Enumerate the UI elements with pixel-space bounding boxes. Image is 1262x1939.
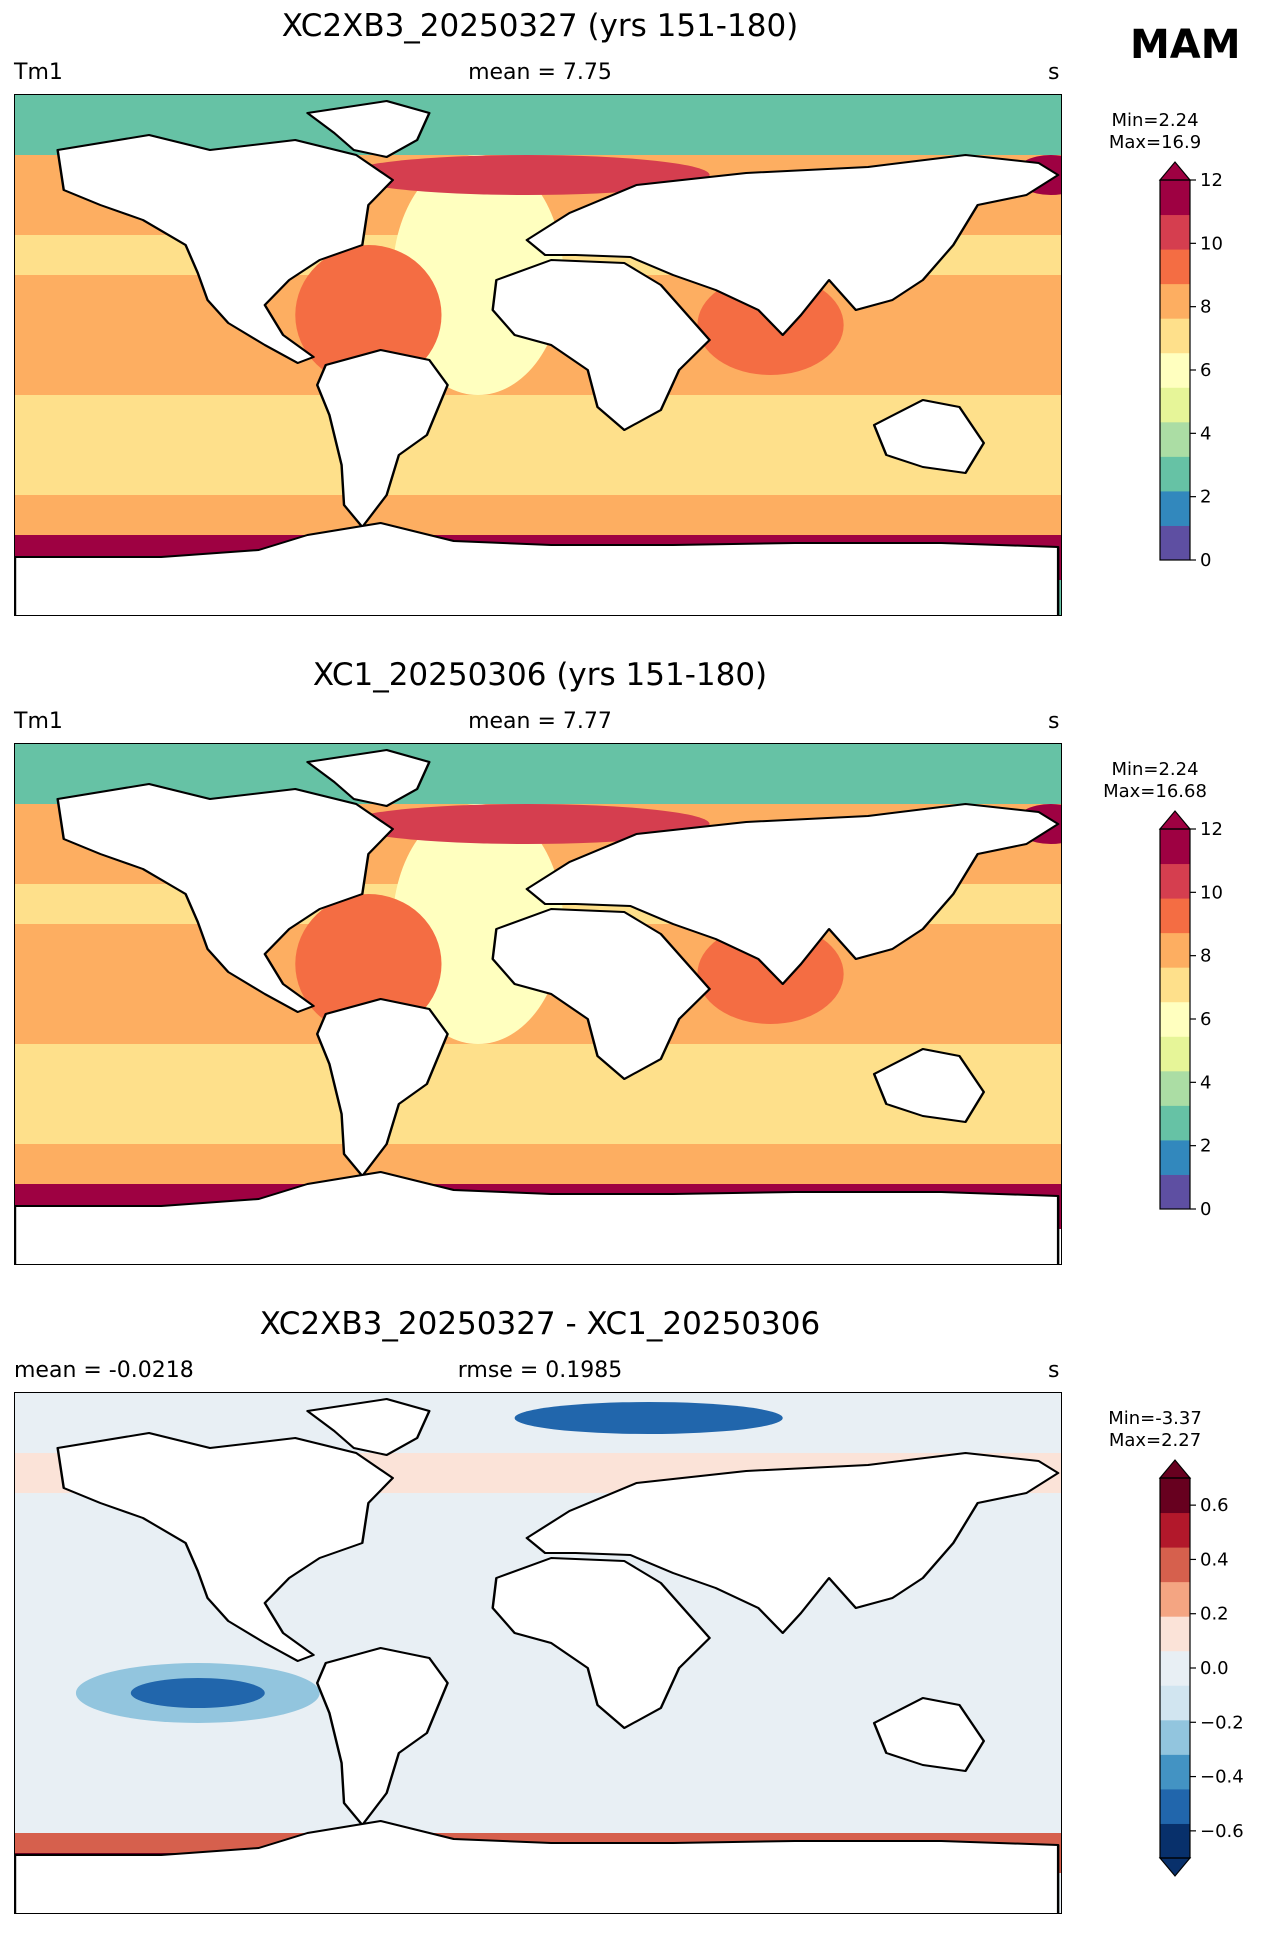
min-max-box: Min=2.24 Max=16.9 bbox=[1085, 110, 1225, 154]
colorbar-segment bbox=[1160, 1512, 1190, 1548]
colorbar-segment bbox=[1160, 1754, 1190, 1790]
colorbar-segment bbox=[1160, 863, 1190, 899]
world-map bbox=[14, 1392, 1062, 1914]
colorbar-segment bbox=[1160, 1139, 1190, 1175]
colorbar-extend-max bbox=[1158, 161, 1192, 181]
colorbar-segment bbox=[1160, 1547, 1190, 1583]
min-value: Min=-3.37 bbox=[1108, 1408, 1202, 1429]
colorbar-tick-label: 4 bbox=[1200, 1072, 1211, 1093]
colorbar-segment bbox=[1160, 525, 1190, 561]
mean-label: mean = 7.77 bbox=[468, 709, 612, 734]
colorbar-tick-label: −0.2 bbox=[1200, 1712, 1244, 1733]
min-max-box: Min=2.24 Max=16.68 bbox=[1085, 759, 1225, 803]
colorbar-segment bbox=[1160, 421, 1190, 457]
panel-model-xc2xb3: XC2XB3_20250327 (yrs 151-180) Tm1 mean =… bbox=[0, 0, 1262, 640]
units-label: s bbox=[1048, 1358, 1060, 1383]
colorbar-segment bbox=[1160, 1478, 1190, 1514]
panel-model-xc1: XC1_20250306 (yrs 151-180) Tm1 mean = 7.… bbox=[0, 649, 1262, 1289]
colorbar: 0 2 4 6 8 10 12 bbox=[1158, 810, 1223, 1220]
colorbar-segment bbox=[1160, 898, 1190, 934]
colorbar-segment bbox=[1160, 387, 1190, 423]
colorbar-segment bbox=[1160, 967, 1190, 1003]
colorbar-tick-label: 8 bbox=[1200, 946, 1211, 967]
colorbar-segment bbox=[1160, 283, 1190, 319]
colorbar-tick-label: 12 bbox=[1200, 170, 1223, 191]
colorbar-extend-max bbox=[1158, 810, 1192, 830]
colorbar: −0.6 −0.4 −0.2 0.0 0.2 0.4 0.6 bbox=[1158, 1459, 1244, 1877]
colorbar-tick-label: 12 bbox=[1200, 819, 1223, 840]
colorbar-segment bbox=[1160, 490, 1190, 526]
colorbar-tick-label: 0.0 bbox=[1200, 1658, 1229, 1679]
colorbar-segment bbox=[1160, 1581, 1190, 1617]
colorbar-segment bbox=[1160, 352, 1190, 388]
colorbar-tick-label: 10 bbox=[1200, 233, 1223, 254]
colorbar-segment bbox=[1160, 1616, 1190, 1652]
colorbar-segment bbox=[1160, 214, 1190, 250]
panel-title: XC2XB3_20250327 - XC1_20250306 bbox=[259, 1306, 821, 1342]
colorbar-tick-label: −0.4 bbox=[1200, 1767, 1244, 1788]
colorbar-tick-label: 2 bbox=[1200, 1136, 1211, 1157]
variable-label: Tm1 bbox=[14, 60, 63, 85]
max-value: Max=16.9 bbox=[1108, 132, 1202, 153]
colorbar-segment bbox=[1160, 1719, 1190, 1755]
units-label: s bbox=[1048, 709, 1060, 734]
colorbar: 0 2 4 6 8 10 12 bbox=[1158, 161, 1223, 571]
colorbar-tick-label: 0 bbox=[1200, 1199, 1211, 1220]
colorbar-tick-label: 0 bbox=[1200, 550, 1211, 571]
mean-label: mean = 7.75 bbox=[468, 60, 612, 85]
units-label: s bbox=[1048, 60, 1060, 85]
colorbar-segment bbox=[1160, 456, 1190, 492]
colorbar-segment bbox=[1160, 249, 1190, 285]
colorbar-segment bbox=[1160, 932, 1190, 968]
colorbar-tick-label: 8 bbox=[1200, 297, 1211, 318]
colorbar-segment bbox=[1160, 318, 1190, 354]
panel-title: XC2XB3_20250327 (yrs 151-180) bbox=[281, 8, 799, 44]
mean-label: mean = -0.0218 bbox=[14, 1358, 194, 1383]
colorbar-segment bbox=[1160, 1650, 1190, 1686]
colorbar-segment bbox=[1160, 1105, 1190, 1141]
colorbar-tick-label: 6 bbox=[1200, 1009, 1211, 1030]
world-map bbox=[14, 94, 1062, 616]
colorbar-segment bbox=[1160, 1174, 1190, 1210]
max-value: Max=2.27 bbox=[1108, 1430, 1202, 1451]
colorbar-tick-label: 0.4 bbox=[1200, 1549, 1229, 1570]
colorbar-extend-max bbox=[1158, 1459, 1192, 1479]
colorbar-segment bbox=[1160, 1823, 1190, 1859]
panel-title: XC1_20250306 (yrs 151-180) bbox=[312, 657, 768, 693]
colorbar-segment bbox=[1160, 1685, 1190, 1721]
colorbar-tick-label: −0.6 bbox=[1200, 1821, 1244, 1842]
colorbar-segment bbox=[1160, 1788, 1190, 1824]
colorbar-tick-label: 10 bbox=[1200, 882, 1223, 903]
panel-difference: XC2XB3_20250327 - XC1_20250306 mean = -0… bbox=[0, 1298, 1262, 1938]
min-value: Min=2.24 bbox=[1111, 759, 1199, 780]
rmse-label: rmse = 0.1985 bbox=[457, 1358, 623, 1383]
colorbar-tick-label: 0.2 bbox=[1200, 1604, 1229, 1625]
colorbar-segment bbox=[1160, 829, 1190, 865]
max-value: Max=16.68 bbox=[1103, 781, 1207, 802]
colorbar-segment bbox=[1160, 1036, 1190, 1072]
min-value: Min=2.24 bbox=[1111, 110, 1199, 131]
colorbar-segment bbox=[1160, 1001, 1190, 1037]
min-max-box: Min=-3.37 Max=2.27 bbox=[1085, 1408, 1225, 1452]
season-label: MAM bbox=[1130, 22, 1241, 68]
colorbar-tick-label: 6 bbox=[1200, 360, 1211, 381]
colorbar-tick-label: 0.6 bbox=[1200, 1495, 1229, 1516]
variable-label: Tm1 bbox=[14, 709, 63, 734]
colorbar-tick-label: 2 bbox=[1200, 487, 1211, 508]
world-map bbox=[14, 743, 1062, 1265]
colorbar-tick-label: 4 bbox=[1200, 423, 1211, 444]
colorbar-extend-min bbox=[1158, 1857, 1192, 1877]
colorbar-segment bbox=[1160, 1070, 1190, 1106]
colorbar-segment bbox=[1160, 180, 1190, 216]
